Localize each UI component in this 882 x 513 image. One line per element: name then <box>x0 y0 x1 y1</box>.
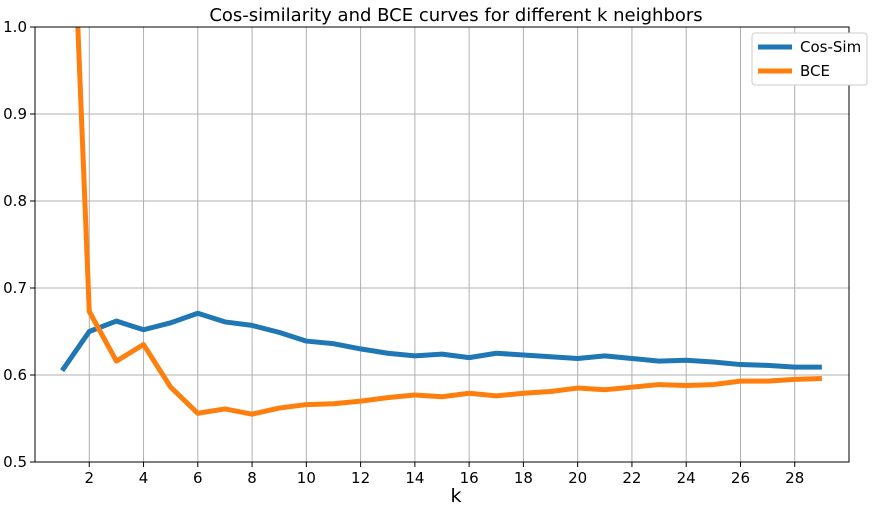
x-axis-label: k <box>450 485 461 507</box>
grid <box>35 26 849 463</box>
x-tick-label: 26 <box>731 469 750 487</box>
x-tick-label: 6 <box>193 469 203 487</box>
x-tick-label: 10 <box>297 469 316 487</box>
y-tick-label: 0.7 <box>3 279 27 297</box>
x-tick-label: 22 <box>622 469 641 487</box>
x-tick-label: 14 <box>405 469 424 487</box>
x-tick-label: 18 <box>514 469 533 487</box>
y-tick-label: 1.0 <box>3 18 27 36</box>
x-tick-label: 2 <box>84 469 94 487</box>
legend-label-cos-sim: Cos-Sim <box>800 38 861 56</box>
y-tick-label: 0.6 <box>3 366 27 384</box>
x-tick-label: 12 <box>351 469 370 487</box>
x-tick-label: 8 <box>247 469 257 487</box>
x-axis-ticks: 2 4 6 8 10 12 14 16 18 20 22 24 26 28 <box>84 462 804 487</box>
x-tick-label: 20 <box>568 469 587 487</box>
plot-frame <box>34 26 850 463</box>
x-tick-label: 28 <box>785 469 804 487</box>
y-tick-label: 0.8 <box>3 192 27 210</box>
legend-label-bce: BCE <box>800 62 830 80</box>
legend: Cos-Sim BCE <box>751 32 868 86</box>
series-line-bce <box>75 27 822 417</box>
x-tick-label: 16 <box>460 469 479 487</box>
x-tick-label: 24 <box>677 469 696 487</box>
series-lines <box>60 27 822 417</box>
chart-title: Cos-similarity and BCE curves for differ… <box>209 5 702 26</box>
y-tick-label: 0.5 <box>3 453 27 471</box>
y-tick-label: 0.9 <box>3 105 27 123</box>
series-line-cos-sim <box>60 310 822 373</box>
x-tick-label: 4 <box>139 469 149 487</box>
y-axis-ticks: 0.5 0.6 0.7 0.8 0.9 1.0 <box>3 18 35 471</box>
